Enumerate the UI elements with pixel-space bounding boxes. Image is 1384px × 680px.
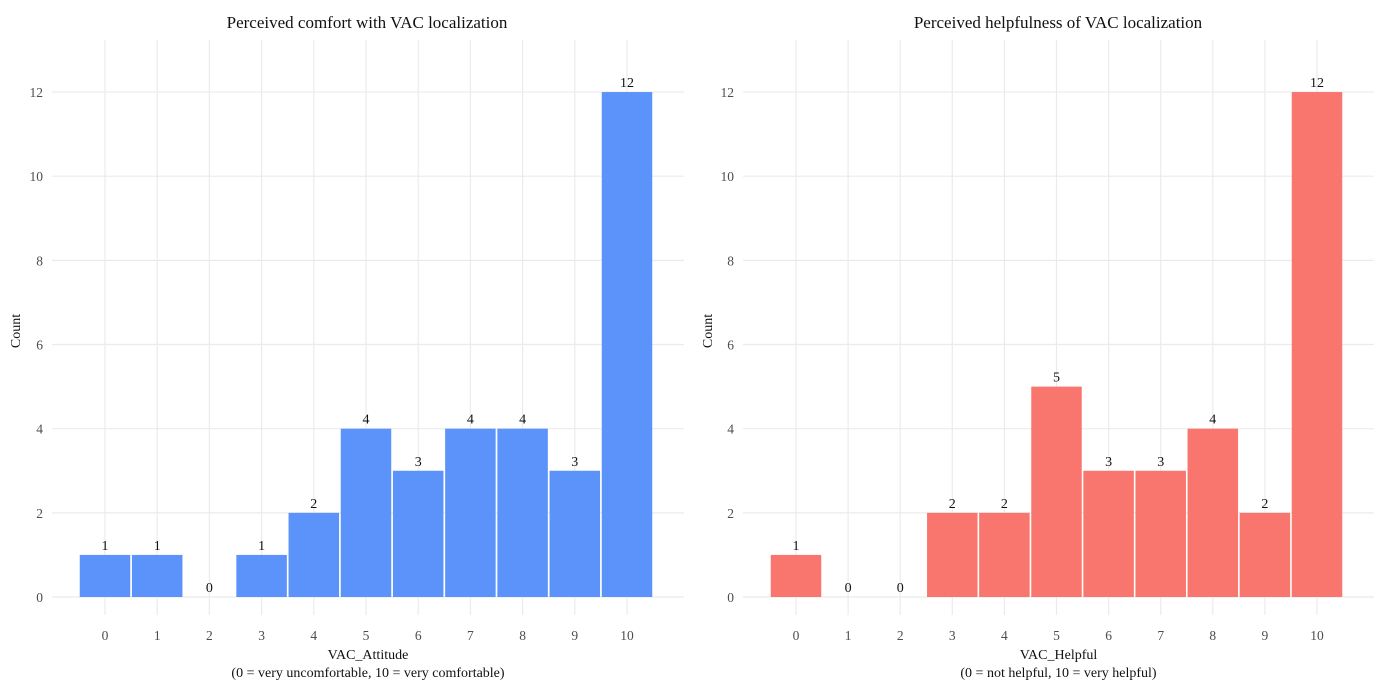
helpfulness-y-axis-label: Count (701, 314, 716, 348)
comfort-bar-value-label: 4 (363, 413, 370, 428)
comfort-bar (497, 428, 548, 597)
comfort-x-tick-label: 5 (363, 628, 370, 643)
helpfulness-bar-value-label: 2 (1261, 497, 1268, 512)
helpfulness-y-tick-label: 12 (721, 85, 735, 100)
comfort-bar-value-label: 2 (310, 497, 317, 512)
helpfulness-bar-value-label: 2 (1001, 497, 1008, 512)
helpfulness-x-tick-label: 5 (1053, 628, 1060, 643)
helpfulness-x-tick-label: 7 (1157, 628, 1164, 643)
helpfulness-y-tick-label: 8 (727, 253, 734, 268)
helpfulness-y-tick-label: 2 (727, 506, 734, 521)
comfort-bar (288, 512, 340, 597)
helpfulness-chart-title: Perceived helpfulness of VAC localizatio… (914, 13, 1203, 32)
comfort-bar-value-label: 3 (415, 455, 422, 470)
comfort-bar (236, 554, 287, 597)
helpfulness-x-tick-label: 9 (1262, 628, 1269, 643)
helpfulness-bar (1291, 92, 1343, 597)
helpfulness-y-tick-label: 10 (721, 169, 735, 184)
comfort-x-tick-label: 6 (415, 628, 422, 643)
comfort-x-tick-label: 10 (620, 628, 634, 643)
helpfulness-bar (1031, 386, 1082, 597)
helpfulness-bars (770, 92, 1343, 597)
helpfulness-bar (927, 512, 978, 597)
helpfulness-bar (1135, 470, 1186, 597)
comfort-bar (445, 428, 496, 597)
helpfulness-x-tick-label: 6 (1105, 628, 1112, 643)
comfort-y-tick-label: 0 (36, 590, 43, 605)
comfort-bar (340, 428, 392, 597)
comfort-y-tick-label: 2 (36, 506, 43, 521)
comfort-bar-value-label: 1 (154, 539, 161, 554)
helpfulness-x-tick-label: 0 (793, 628, 800, 643)
comfort-chart-title: Perceived comfort with VAC localization (227, 13, 508, 32)
comfort-bar-value-label: 0 (206, 581, 213, 596)
comfort-y-axis-label: Count (9, 314, 24, 348)
helpfulness-bar-value-label: 3 (1105, 455, 1112, 470)
helpfulness-y-tick-label: 6 (727, 338, 734, 353)
comfort-x-tick-label: 1 (154, 628, 161, 643)
helpfulness-bar-value-label: 1 (793, 539, 800, 554)
helpfulness-x-axis-label: VAC_Helpful (1020, 648, 1098, 663)
helpfulness-bar-value-label: 3 (1157, 455, 1164, 470)
helpfulness-x-axis-note: (0 = not helpful, 10 = very helpful) (960, 666, 1157, 680)
comfort-x-tick-label: 7 (467, 628, 474, 643)
helpfulness-chart-panel: Perceived helpfulness of VAC localizatio… (701, 13, 1374, 680)
helpfulness-bar-value-label: 2 (949, 497, 956, 512)
comfort-x-tick-label: 3 (258, 628, 265, 643)
comfort-bar (131, 554, 183, 597)
helpfulness-bar (770, 554, 822, 597)
helpfulness-x-tick-label: 2 (897, 628, 904, 643)
comfort-bar (549, 470, 601, 597)
comfort-y-tick-label: 6 (36, 338, 43, 353)
comfort-bar (392, 470, 444, 597)
comfort-x-tick-label: 2 (206, 628, 213, 643)
comfort-bar-value-label: 4 (467, 413, 474, 428)
helpfulness-bar (1083, 470, 1134, 597)
comfort-x-tick-label: 8 (519, 628, 526, 643)
comfort-y-tick-label: 10 (30, 169, 44, 184)
helpfulness-bar (1187, 428, 1239, 597)
helpfulness-bar-value-label: 0 (845, 581, 852, 596)
helpfulness-x-tick-label: 8 (1209, 628, 1216, 643)
helpfulness-bar (1239, 512, 1291, 597)
comfort-x-tick-label: 4 (310, 628, 317, 643)
comfort-x-axis-label: VAC_Attitude (328, 648, 409, 663)
comfort-bar (79, 554, 131, 597)
helpfulness-y-tick-label: 0 (727, 590, 734, 605)
comfort-bar-value-label: 1 (102, 539, 109, 554)
comfort-bar (601, 92, 653, 597)
comfort-chart-panel: Perceived comfort with VAC localization … (9, 13, 684, 680)
comfort-bar-value-label: 3 (571, 455, 578, 470)
comfort-x-tick-label: 9 (571, 628, 578, 643)
helpfulness-bar-value-label: 0 (897, 581, 904, 596)
helpfulness-bar (979, 512, 1030, 597)
helpfulness-bar-value-label: 5 (1053, 371, 1060, 386)
comfort-y-tick-label: 12 (30, 85, 44, 100)
comfort-bar-value-label: 4 (519, 413, 526, 428)
helpfulness-x-tick-label: 4 (1001, 628, 1008, 643)
comfort-bar-value-label: 1 (258, 539, 265, 554)
comfort-x-tick-label: 0 (102, 628, 109, 643)
helpfulness-x-tick-label: 10 (1310, 628, 1324, 643)
comfort-bar-value-label: 12 (620, 76, 634, 91)
helpfulness-x-tick-label: 3 (949, 628, 956, 643)
helpfulness-bar-value-label: 4 (1209, 413, 1216, 428)
helpfulness-y-tick-label: 4 (727, 422, 734, 437)
comfort-y-tick-label: 8 (36, 253, 43, 268)
comfort-bars (79, 92, 653, 597)
helpfulness-x-tick-label: 1 (845, 628, 852, 643)
comfort-y-tick-label: 4 (36, 422, 43, 437)
helpfulness-bar-value-label: 12 (1310, 76, 1324, 91)
comfort-x-axis-note: (0 = very uncomfortable, 10 = very comfo… (231, 666, 504, 680)
